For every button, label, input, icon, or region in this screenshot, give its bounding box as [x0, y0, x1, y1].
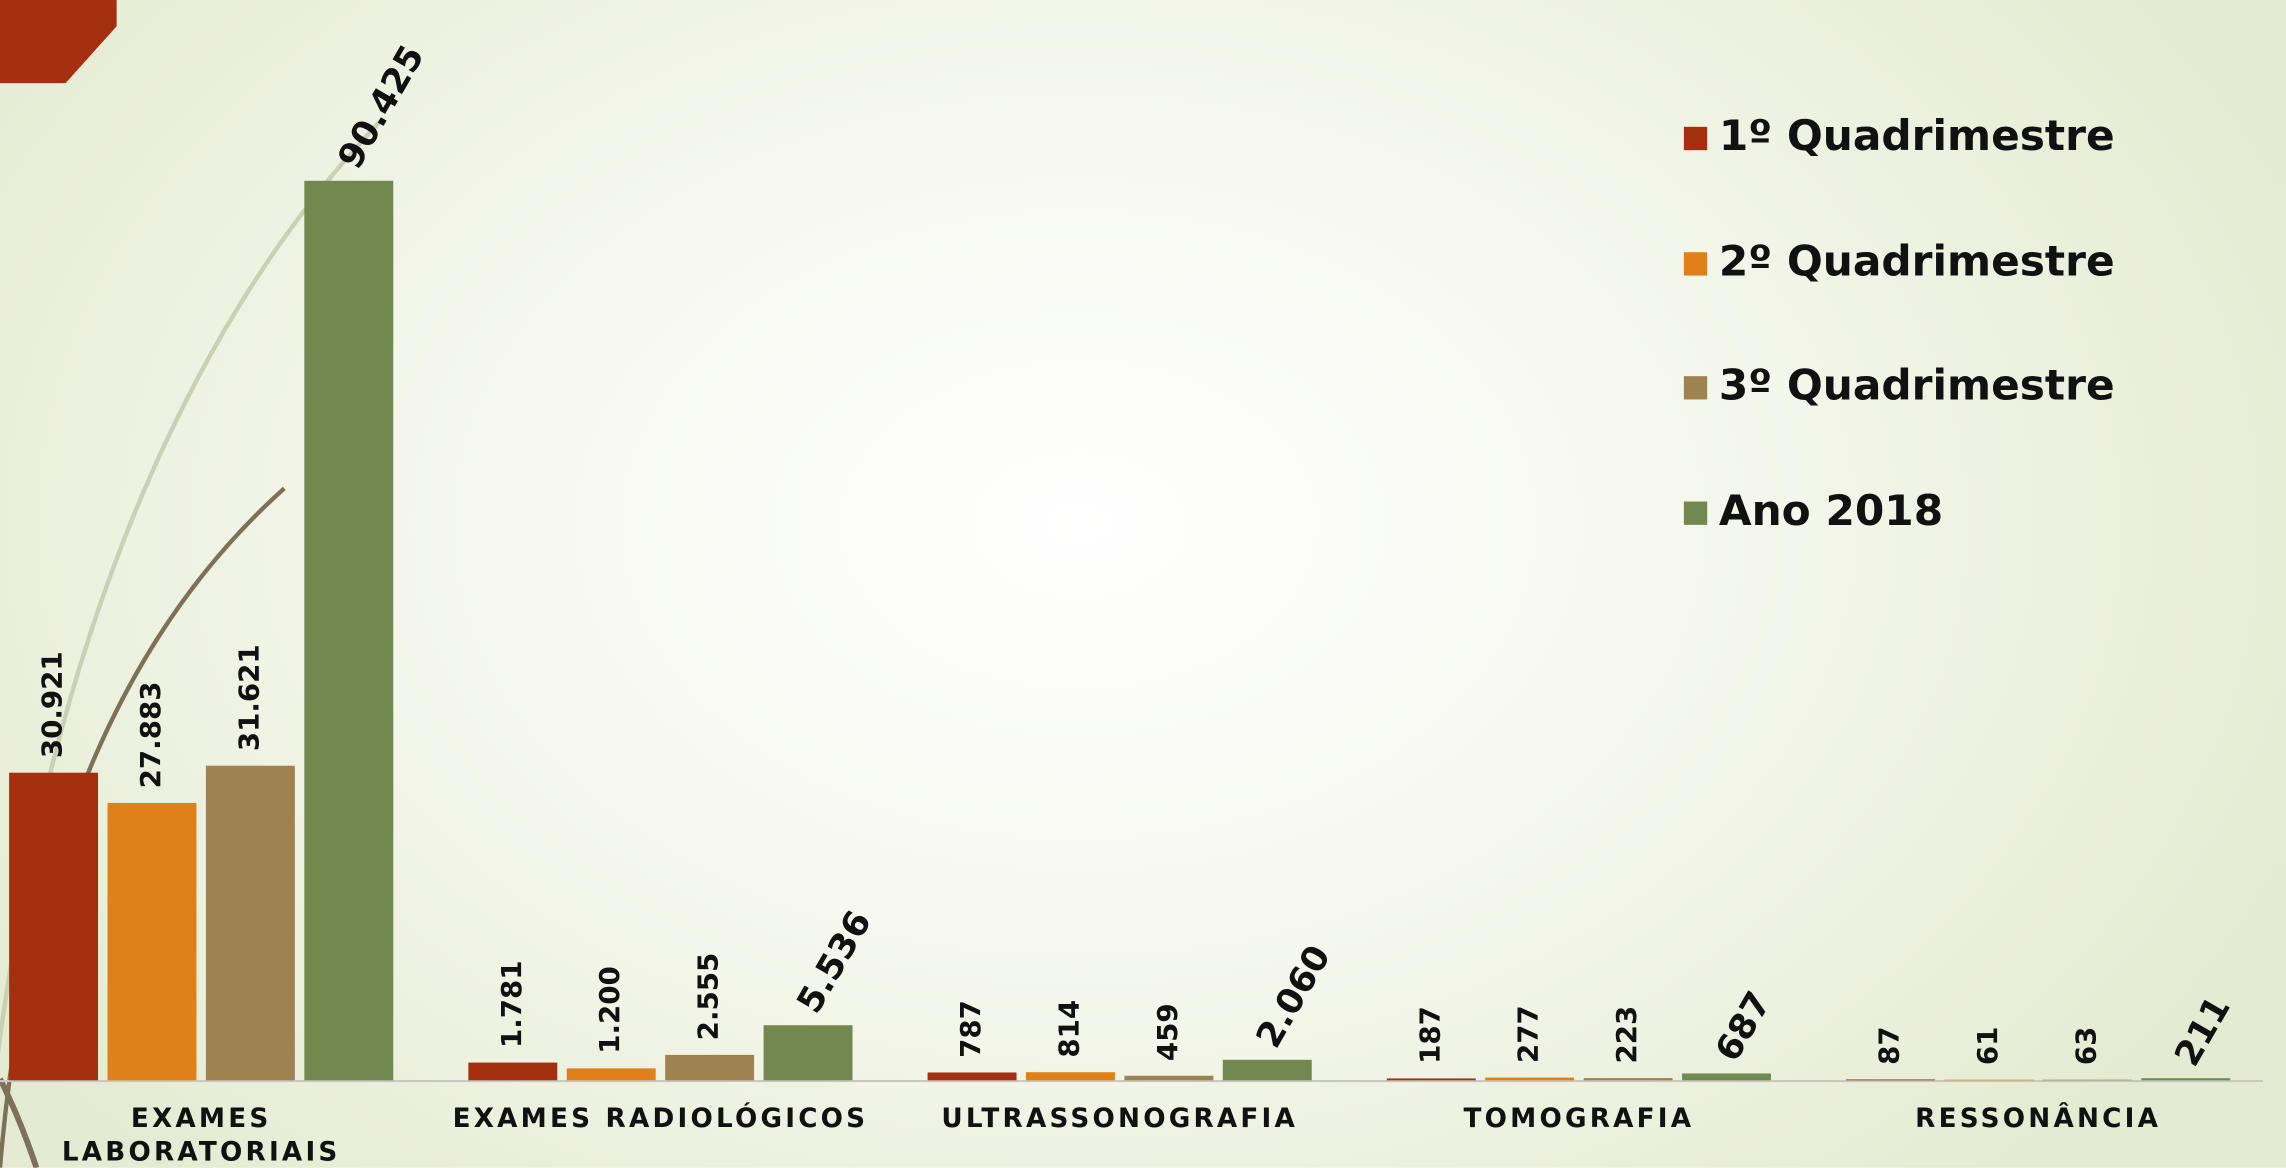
data-label: 787: [954, 1000, 987, 1058]
bar: [304, 180, 394, 1081]
data-label: 1.200: [593, 966, 626, 1054]
x-tick-label: EXAMES RADIOLÓGICOS: [452, 1103, 869, 1135]
data-label: 30.921: [36, 651, 69, 758]
bar: [1583, 1078, 1673, 1081]
legend-swatch: [1683, 251, 1708, 276]
bar: [1944, 1079, 2034, 1081]
bar: [566, 1068, 656, 1081]
bar: [927, 1072, 1017, 1081]
x-tick-label: ULTRASSONOGRAFIA: [941, 1103, 1299, 1135]
data-label: 5.536: [790, 904, 880, 1020]
data-label: 814: [1052, 1000, 1085, 1058]
legend-label: 3º Quadrimestre: [1718, 360, 2115, 411]
legend-swatch: [1683, 126, 1708, 151]
legend-swatch: [1683, 501, 1708, 525]
bar: [468, 1062, 558, 1081]
data-label: 27.883: [134, 682, 167, 789]
bar: [9, 772, 99, 1081]
legend-label: Ano 2018: [1718, 485, 1944, 536]
bar: [2042, 1079, 2132, 1081]
legend-label: 2º Quadrimestre: [1718, 235, 2115, 286]
data-label: 2.555: [692, 953, 725, 1041]
bar: [665, 1054, 755, 1081]
data-label: 90.425: [331, 39, 433, 176]
x-tick-label: TOMOGRAFIA: [1463, 1103, 1695, 1135]
x-tick-label: EXAMES LABORATORIAIS: [61, 1103, 341, 1168]
x-tick-label: RESSONÂNCIA: [1915, 1103, 2162, 1135]
data-label: 187: [1413, 1006, 1446, 1064]
data-label: 87: [1873, 1026, 1906, 1065]
data-label: 61: [1971, 1027, 2004, 1066]
data-label: 63: [2069, 1027, 2102, 1066]
bar: [1222, 1059, 1312, 1081]
data-label: 459: [1151, 1003, 1184, 1061]
bar: [1846, 1079, 1935, 1081]
legend-swatch: [1683, 376, 1708, 401]
bar: [1025, 1072, 1115, 1081]
data-label: 277: [1512, 1005, 1545, 1063]
decor-curve: [0, 1077, 40, 1168]
bar: [205, 765, 295, 1081]
data-label: 223: [1610, 1006, 1643, 1064]
bar: [1682, 1073, 1771, 1081]
bar: [107, 802, 197, 1081]
bar: [1386, 1078, 1476, 1081]
data-label: 31.621: [232, 644, 265, 751]
data-label: 211: [2168, 990, 2239, 1073]
legend-label: 1º Quadrimestre: [1718, 110, 2115, 161]
data-label: 687: [1708, 985, 1779, 1068]
data-label: 2.060: [1249, 939, 1339, 1055]
bar: [763, 1025, 853, 1081]
bar: [1485, 1077, 1575, 1081]
data-label: 1.781: [495, 960, 528, 1048]
decor-tab: [0, 0, 117, 84]
bar: [2141, 1078, 2231, 1081]
bar: [1124, 1075, 1214, 1081]
